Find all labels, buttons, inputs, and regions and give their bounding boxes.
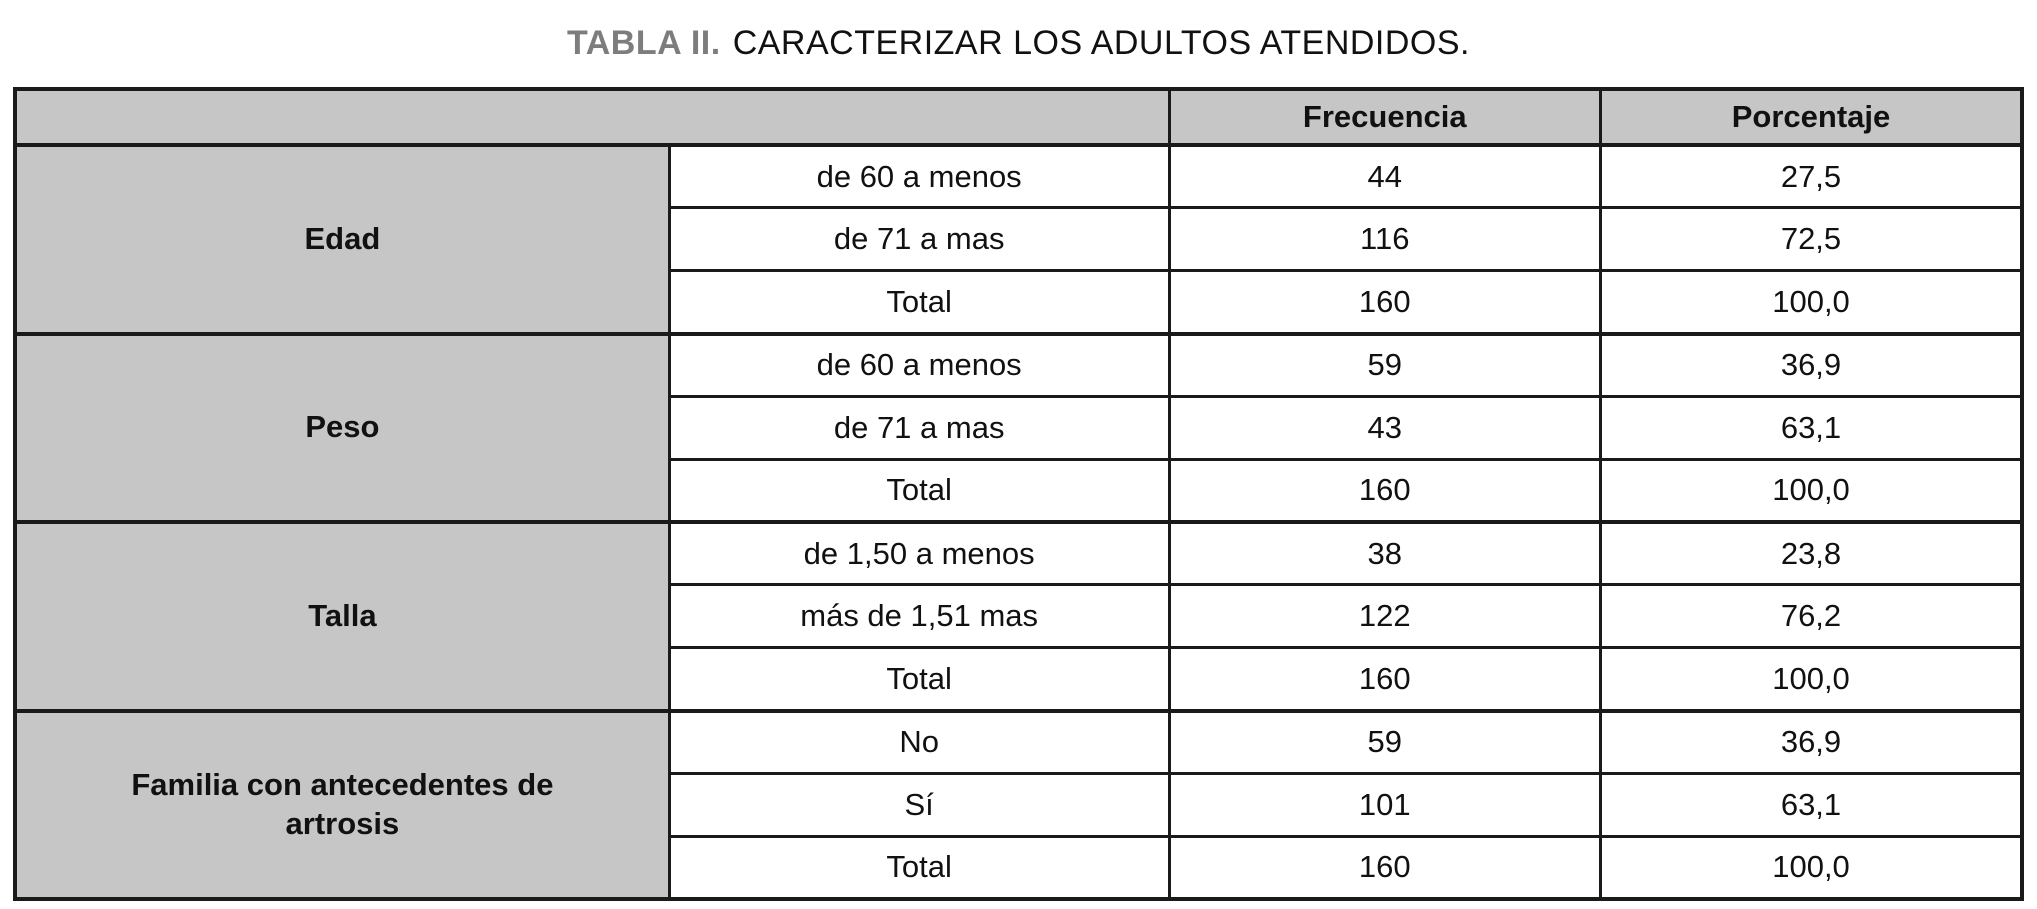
- table-row: Talla de 1,50 a menos 38 23,8: [13, 520, 2024, 712]
- table-row: de 71 a mas 43 63,1: [15, 394, 2024, 461]
- blank-header-cell: [13, 87, 1171, 147]
- frequency-cell: 59: [1167, 709, 1603, 775]
- percentage-cell: 72,5: [1599, 206, 2024, 273]
- table-row: Total 160 100,0: [15, 834, 2024, 901]
- percentage-cell: 36,9: [1599, 709, 2024, 775]
- table-caption-label: TABLA II.: [566, 24, 721, 62]
- percentage-cell: 100,0: [1599, 457, 2024, 524]
- frequency-cell: 160: [1167, 269, 1603, 335]
- subcategory-cell: Sí: [667, 771, 1171, 838]
- frequency-cell: 38: [1167, 520, 1603, 587]
- column-header-porcentaje: Porcentaje: [1599, 87, 2024, 147]
- table-row: Total 160 100,0: [15, 269, 2024, 335]
- group-familia-antecedentes: Familia con antecedentes de artrosis No …: [13, 709, 2024, 901]
- subcategory-cell: Total: [667, 646, 1171, 712]
- percentage-cell: 27,5: [1599, 143, 2024, 210]
- group-talla: Talla de 1,50 a menos 38 23,8 más de 1,5…: [13, 520, 2024, 712]
- table-row: Total 160 100,0: [15, 646, 2024, 712]
- percentage-cell: 76,2: [1599, 583, 2024, 650]
- percentage-cell: 63,1: [1599, 771, 2024, 838]
- table-row: Sí 101 63,1: [15, 771, 2024, 838]
- table-row: Edad de 60 a menos 44 27,5: [13, 143, 2024, 335]
- column-header-frecuencia: Frecuencia: [1167, 87, 1603, 147]
- subcategory-cell: de 71 a mas: [667, 206, 1171, 273]
- category-cell: Familia con antecedentes de artrosis: [13, 709, 671, 901]
- frequency-cell: 43: [1167, 394, 1603, 461]
- category-label: Edad: [304, 220, 381, 256]
- percentage-cell: 63,1: [1599, 394, 2024, 461]
- table-row: Familia con antecedentes de artrosis No …: [13, 709, 2024, 901]
- frequency-cell: 160: [1167, 834, 1603, 901]
- subcategory-cell: de 60 a menos: [667, 332, 1171, 398]
- subcategory-cell: No: [667, 709, 1171, 775]
- percentage-cell: 100,0: [1599, 269, 2024, 335]
- category-cell: Talla: [13, 520, 671, 712]
- subcategory-cell: más de 1,51 mas: [667, 583, 1171, 650]
- group-edad: Edad de 60 a menos 44 27,5 de 71 a mas 1…: [13, 143, 2024, 335]
- category-cell: Edad: [13, 143, 671, 335]
- frequency-cell: 122: [1167, 583, 1603, 650]
- category-cell: Peso: [13, 332, 671, 524]
- frequency-cell: 160: [1167, 646, 1603, 712]
- subcategory-cell: de 1,50 a menos: [667, 520, 1171, 587]
- frequency-cell: 44: [1167, 143, 1603, 210]
- percentage-cell: 100,0: [1599, 834, 2024, 901]
- percentage-cell: 100,0: [1599, 646, 2024, 712]
- table-caption: TABLA II. CARACTERIZAR LOS ADULTOS ATENDI…: [0, 24, 2037, 63]
- group-peso: Peso de 60 a menos 59 36,9 de 71 a mas 4…: [13, 332, 2024, 524]
- table-caption-text: CARACTERIZAR LOS ADULTOS ATENDIDOS.: [732, 24, 1470, 62]
- frequency-cell: 160: [1167, 457, 1603, 524]
- data-table: Frecuencia Porcentaje Edad de 60 a menos…: [13, 87, 2024, 901]
- table-row: Peso de 60 a menos 59 36,9: [13, 332, 2024, 524]
- frequency-cell: 116: [1167, 206, 1603, 273]
- subcategory-cell: de 71 a mas: [667, 394, 1171, 461]
- table-row: de 71 a mas 116 72,5: [15, 206, 2024, 273]
- percentage-cell: 23,8: [1599, 520, 2024, 587]
- frequency-cell: 59: [1167, 332, 1603, 398]
- category-label: Peso: [305, 409, 380, 445]
- subcategory-cell: Total: [667, 457, 1171, 524]
- percentage-cell: 36,9: [1599, 332, 2024, 398]
- frequency-cell: 101: [1167, 771, 1603, 838]
- table-header-row: Frecuencia Porcentaje: [13, 87, 2024, 147]
- category-label: Familia con antecedentes de artrosis: [131, 767, 554, 841]
- subcategory-cell: de 60 a menos: [667, 143, 1171, 210]
- table-row: más de 1,51 mas 122 76,2: [15, 583, 2024, 650]
- table-row: Total 160 100,0: [15, 457, 2024, 524]
- category-label: Talla: [308, 597, 377, 633]
- subcategory-cell: Total: [667, 834, 1171, 901]
- subcategory-cell: Total: [667, 269, 1171, 335]
